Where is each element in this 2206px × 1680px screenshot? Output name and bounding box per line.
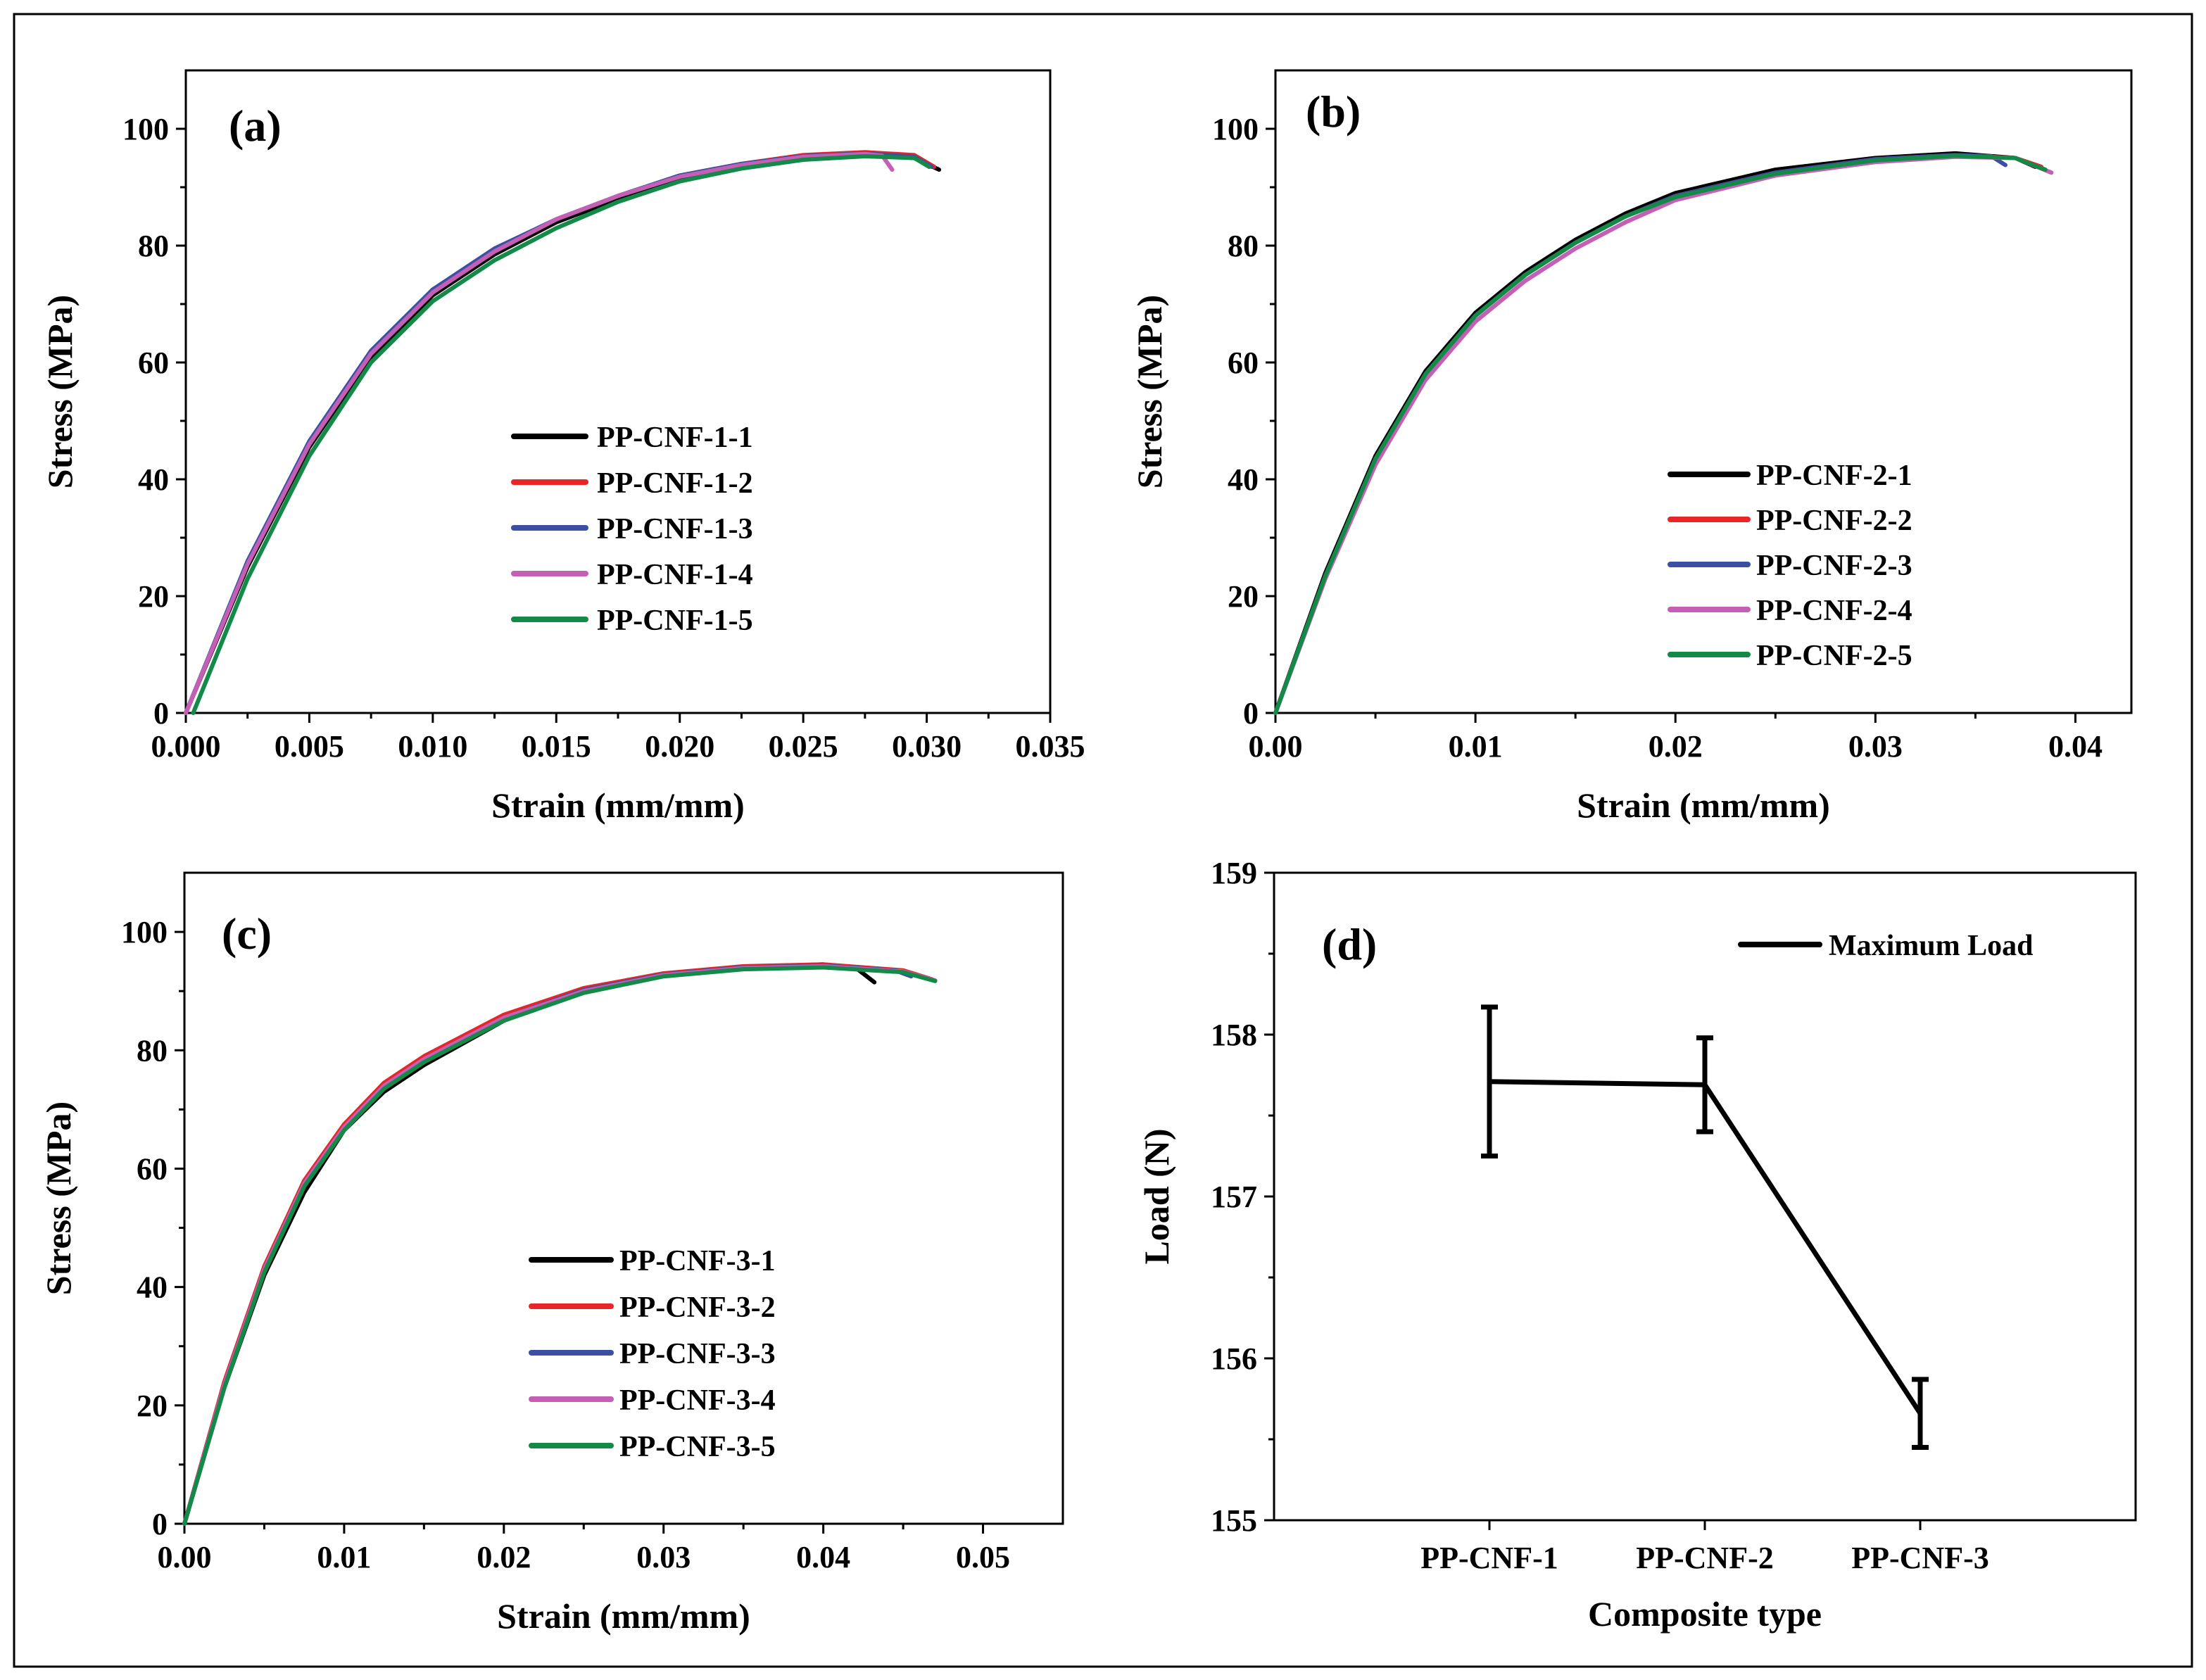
y-tick-label: 0	[1243, 696, 1259, 731]
series-line-PP-CNF-2-3	[1273, 153, 2008, 715]
x-tick-label: 0.01	[1449, 729, 1503, 764]
series-line-PP-CNF-3-3	[182, 964, 914, 1526]
y-tick-label: 60	[137, 1151, 168, 1186]
y-tick-label: 40	[138, 462, 169, 497]
series-line-PP-CNF-3-4	[182, 964, 938, 1526]
plot-frame	[1274, 69, 2133, 714]
series-line-PP-CNF-1-3	[184, 151, 934, 715]
panel-label: (a)	[229, 101, 282, 151]
y-tick-label: 100	[122, 112, 169, 146]
y-tick-label: 0	[153, 696, 169, 731]
chart-panel-b: 0 20 40 60 80 100 0.00 0.01 0.02 0.03 0.04 Strain (…	[1130, 69, 2133, 825]
series-line-PP-CNF-3-5	[182, 965, 938, 1526]
y-axis-title: Stress (MPa)	[39, 1101, 78, 1295]
y-tick-label: 100	[1212, 112, 1259, 146]
x-tick-label: 0.030	[892, 729, 962, 764]
y-tick-label: 155	[1211, 1503, 1257, 1538]
legend-label: PP-CNF-1-5	[597, 605, 753, 637]
chart-panel-d: 155 156 157 158 159 PP-CNF-1 PP-CNF-2 PP-CNF-3 C…	[1137, 856, 2137, 1634]
x-tick-label: 0.015	[522, 729, 591, 764]
series-line-PP-CNF-1-2	[184, 150, 937, 715]
x-axis-title: Strain (mm/mm)	[1577, 785, 1830, 825]
series-line-PP-CNF-1-4	[184, 151, 895, 715]
y-tick-label: 40	[1228, 462, 1259, 497]
y-tick-label: 156	[1211, 1341, 1257, 1376]
y-tick-label: 158	[1211, 1018, 1257, 1052]
y-tick-label: 80	[1228, 229, 1259, 263]
legend-label: PP-CNF-3-2	[619, 1291, 776, 1324]
panel-label: (d)	[1322, 919, 1377, 969]
x-tick-label: 0.00	[158, 1540, 212, 1574]
legend-label: PP-CNF-1-1	[597, 422, 753, 454]
x-axis-title: Strain (mm/mm)	[491, 785, 745, 825]
x-tick-label: 0.04	[796, 1540, 850, 1574]
legend-label: PP-CNF-2-3	[1756, 550, 1912, 582]
legend-label: PP-CNF-2-2	[1756, 505, 1912, 537]
y-tick-label: 20	[137, 1389, 168, 1423]
legend-label: PP-CNF-3-1	[619, 1245, 776, 1277]
y-tick-label: 20	[1228, 579, 1259, 614]
x-tick-label: PP-CNF-1	[1420, 1541, 1558, 1575]
figure-border	[13, 13, 2193, 1668]
panel-label: (c)	[222, 909, 272, 959]
x-tick-label: 0.01	[317, 1540, 371, 1574]
chart-panel-a: 0 20 40 60 80 100 0.000 0.005 0.010 0.015 0.020 0.0…	[40, 69, 1085, 825]
series-line-PP-CNF-3-2	[182, 962, 934, 1526]
y-tick-label: 80	[137, 1033, 168, 1068]
legend-label: PP-CNF-3-5	[619, 1431, 776, 1463]
x-tick-label: 0.02	[1649, 729, 1703, 764]
x-axis-title: Strain (mm/mm)	[497, 1596, 750, 1636]
x-tick-label: PP-CNF-3	[1851, 1541, 1989, 1575]
x-tick-label: PP-CNF-2	[1636, 1541, 1774, 1575]
legend-label: PP-CNF-3-3	[619, 1338, 776, 1370]
x-tick-label: 0.04	[2048, 729, 2103, 764]
x-tick-label: 0.03	[636, 1540, 691, 1574]
legend-label: PP-CNF-1-2	[597, 467, 753, 500]
x-tick-label: 0.02	[477, 1540, 531, 1574]
legend-label: PP-CNF-2-4	[1756, 595, 1912, 627]
y-tick-label: 80	[138, 229, 169, 263]
plot-frame	[1273, 871, 2137, 1522]
panel-label: (b)	[1306, 87, 1361, 137]
x-tick-label: 0.035	[1016, 729, 1085, 764]
x-tick-label: 0.010	[398, 729, 467, 764]
legend-label: PP-CNF-1-3	[597, 513, 753, 545]
x-axis-title: Composite type	[1588, 1594, 1822, 1634]
y-axis-title: Stress (MPa)	[40, 295, 80, 488]
y-tick-label: 157	[1211, 1180, 1257, 1214]
y-axis-title: Load (N)	[1137, 1128, 1176, 1264]
series-line-PP-CNF-2-5	[1273, 153, 2048, 715]
chart-panel-c: 0 20 40 60 80 100 0.00 0.01 0.02 0.03 0.04 0.05 Stra…	[39, 871, 1064, 1636]
legend-label: PP-CNF-2-1	[1756, 460, 1912, 492]
x-tick-label: 0.005	[275, 729, 344, 764]
x-tick-label: 0.03	[1848, 729, 1903, 764]
x-tick-label: 0.05	[956, 1540, 1010, 1574]
y-tick-label: 40	[137, 1270, 168, 1305]
legend-label: PP-CNF-1-4	[597, 559, 753, 591]
y-tick-label: 100	[121, 915, 168, 949]
y-tick-label: 159	[1211, 856, 1257, 890]
y-tick-label: 0	[152, 1507, 168, 1541]
x-tick-label: 0.000	[151, 729, 221, 764]
x-tick-label: 0.025	[769, 729, 838, 764]
y-tick-label: 60	[138, 346, 169, 380]
legend-label: PP-CNF-3-4	[619, 1384, 776, 1417]
y-axis-title: Stress (MPa)	[1130, 295, 1169, 488]
y-tick-label: 60	[1228, 346, 1259, 380]
legend-label: Maximum Load	[1829, 930, 2034, 962]
legend-label: PP-CNF-2-5	[1756, 640, 1912, 672]
plot-frame	[183, 871, 1064, 1525]
x-tick-label: 0.020	[645, 729, 714, 764]
x-tick-label: 0.00	[1249, 729, 1303, 764]
y-tick-label: 20	[138, 579, 169, 614]
series-line-PP-CNF-1-5	[191, 154, 932, 715]
